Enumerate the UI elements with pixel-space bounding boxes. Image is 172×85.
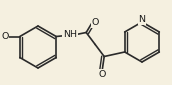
- Text: O: O: [99, 70, 106, 79]
- Text: N: N: [138, 15, 146, 24]
- Text: NH: NH: [63, 30, 77, 39]
- Text: O: O: [1, 32, 8, 41]
- Text: O: O: [92, 18, 99, 27]
